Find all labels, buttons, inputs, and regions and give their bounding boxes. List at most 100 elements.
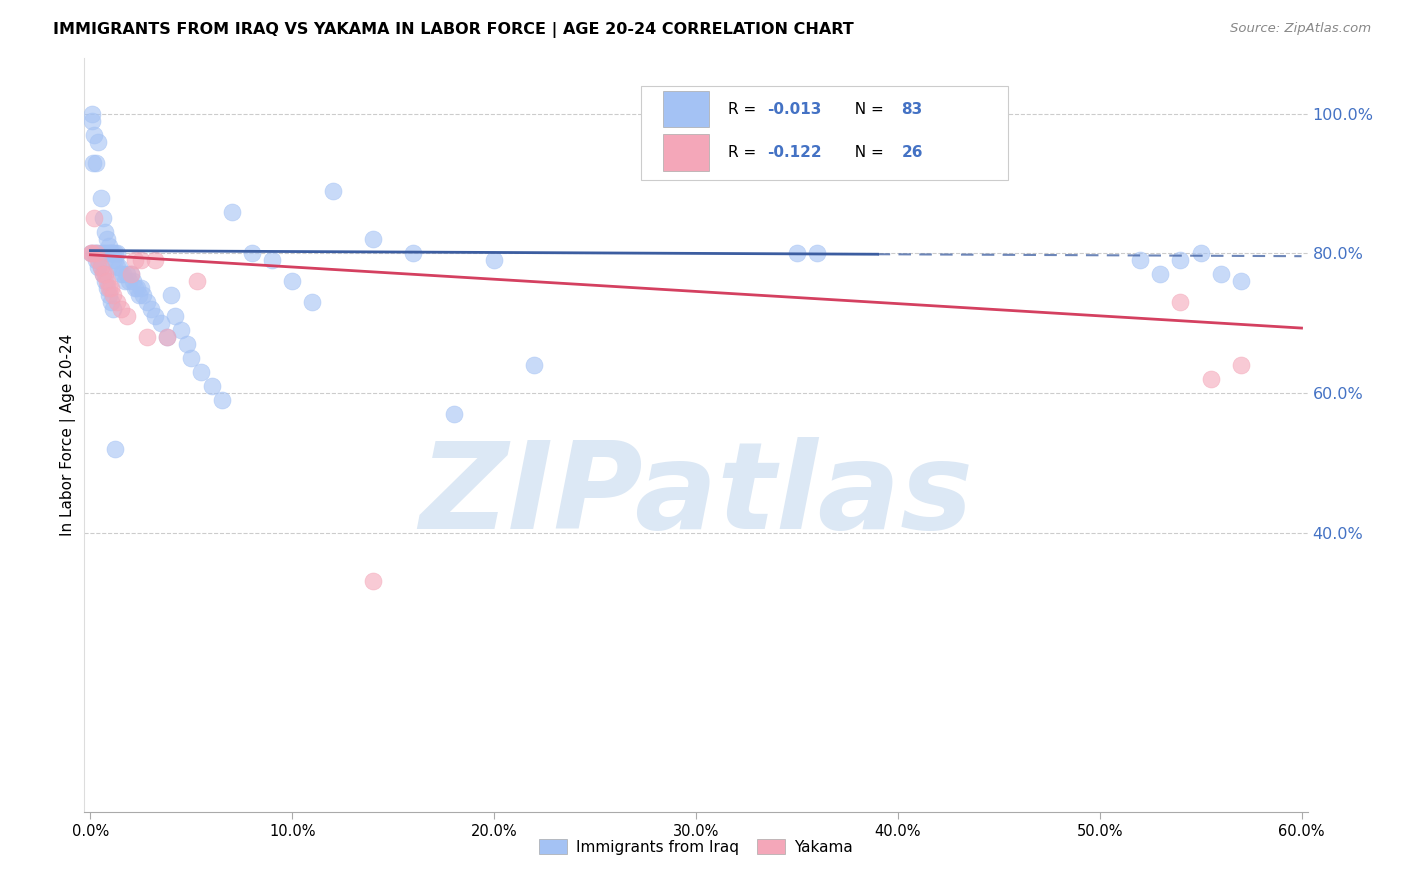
Point [1199,372,1222,386]
Point [87,135,110,149]
Point [82,107,104,121]
Point [87,246,110,260]
Point [96,246,118,260]
Point [262,253,284,268]
Point [136,295,159,310]
Point [101,288,124,302]
Point [82,246,104,260]
Point [100,281,122,295]
Point [86,155,108,169]
Point [156,330,179,344]
Point [361,232,384,246]
Point [83,211,105,226]
Legend: Immigrants from Iraq, Yakama: Immigrants from Iraq, Yakama [533,833,859,861]
Point [190,365,212,379]
Text: IMMIGRANTS FROM IRAQ VS YAKAMA IN LABOR FORCE | AGE 20-24 CORRELATION CHART: IMMIGRANTS FROM IRAQ VS YAKAMA IN LABOR … [53,22,855,38]
Point [104,442,127,456]
Point [143,253,166,268]
Point [160,288,183,302]
Point [1129,253,1152,268]
Point [91,246,114,260]
Point [124,253,146,268]
Point [104,246,127,260]
Point [110,268,132,282]
Point [114,274,136,288]
Point [156,330,179,344]
Point [523,358,546,372]
Point [97,239,120,253]
Text: Source: ZipAtlas.com: Source: ZipAtlas.com [1230,22,1371,36]
Point [80,246,103,260]
Point [89,260,111,275]
Text: ZIPatlas: ZIPatlas [419,437,973,554]
Point [211,392,233,407]
Point [96,232,118,246]
Point [87,260,110,275]
Point [482,253,505,268]
Point [80,246,103,260]
Point [240,246,263,260]
Point [101,246,124,260]
Text: N =: N = [845,145,889,160]
Point [136,330,159,344]
Point [1230,274,1253,288]
Point [89,260,111,275]
Point [221,204,243,219]
Point [83,128,105,142]
Point [97,281,120,295]
Point [115,268,138,282]
Point [129,253,152,268]
Point [83,246,105,260]
FancyBboxPatch shape [641,86,1008,180]
Point [89,246,111,260]
FancyBboxPatch shape [664,91,710,128]
Point [91,268,114,282]
Point [1189,246,1212,260]
Point [115,309,138,323]
Point [101,253,124,268]
Point [97,246,120,260]
Point [361,574,384,589]
Point [101,302,124,317]
Text: R =: R = [728,102,761,117]
Point [86,246,108,260]
Point [89,190,111,204]
Point [139,302,162,317]
Point [91,211,114,226]
Point [118,274,141,288]
Point [402,246,425,260]
Point [301,295,323,310]
Point [96,274,118,288]
Point [786,246,808,260]
Point [443,407,465,421]
Point [82,155,104,169]
Point [128,288,150,302]
Point [105,260,128,275]
Point [200,379,222,393]
Point [110,302,132,317]
Point [165,309,187,323]
Point [1149,268,1171,282]
Point [1209,268,1232,282]
Point [186,274,208,288]
Text: -0.013: -0.013 [766,102,821,117]
Point [150,316,173,330]
Point [121,274,143,288]
Point [1170,295,1192,310]
Point [96,281,118,295]
Point [82,113,104,128]
Point [129,281,152,295]
Point [125,281,148,295]
Point [281,274,304,288]
Point [100,295,122,310]
Point [93,246,115,260]
Point [1230,358,1253,372]
Point [180,351,202,365]
Point [120,268,142,282]
Point [322,184,344,198]
Point [176,337,198,351]
Point [170,323,193,337]
Point [97,288,120,302]
Point [1170,253,1192,268]
Text: R =: R = [728,145,761,160]
